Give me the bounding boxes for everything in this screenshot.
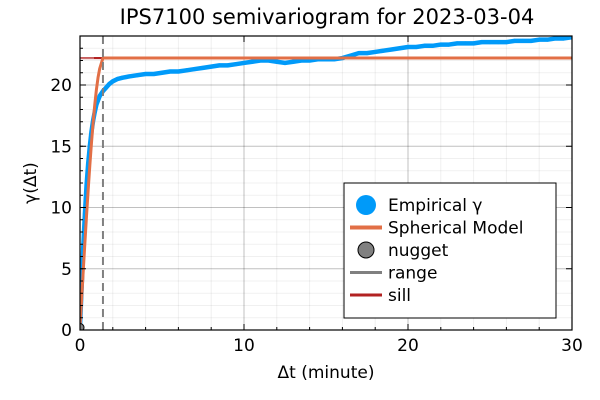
legend-entry: range	[350, 264, 437, 284]
empirical-point	[438, 42, 443, 47]
x-tick-label: 30	[561, 336, 583, 356]
legend-entry: Spherical Model	[350, 219, 523, 239]
empirical-point	[389, 47, 394, 52]
empirical-point	[110, 79, 115, 84]
empirical-point	[455, 41, 460, 46]
empirical-point	[406, 45, 410, 50]
empirical-point	[520, 38, 525, 43]
empirical-point	[537, 37, 542, 42]
empirical-point	[291, 59, 296, 64]
empirical-point	[488, 40, 492, 45]
empirical-point	[561, 36, 566, 41]
legend-entry: sill	[350, 286, 411, 306]
empirical-point	[414, 45, 419, 50]
legend-label: Empirical γ	[388, 196, 482, 216]
empirical-point	[283, 60, 287, 65]
empirical-point	[356, 51, 361, 56]
nugget-marker	[80, 323, 85, 330]
empirical-point	[107, 81, 112, 86]
y-tick-label: 5	[61, 260, 72, 280]
y-tick-label: 0	[61, 321, 72, 341]
legend-marker	[356, 195, 376, 215]
x-tick-label: 10	[233, 336, 255, 356]
empirical-point	[135, 73, 140, 78]
spherical-model-line	[80, 56, 572, 328]
empirical-point	[192, 67, 197, 72]
y-tick-label: 15	[50, 137, 72, 157]
legend-label: nugget	[388, 241, 449, 261]
empirical-point	[209, 64, 214, 69]
empirical-point	[143, 71, 148, 76]
empirical-point	[471, 41, 476, 46]
x-tick-label: 0	[75, 336, 86, 356]
empirical-point	[397, 46, 402, 51]
empirical-point	[184, 68, 189, 73]
empirical-point	[250, 59, 255, 64]
y-axis-label: γ(Δt)	[21, 162, 41, 204]
legend-marker	[357, 241, 375, 259]
empirical-point	[201, 65, 205, 70]
empirical-point	[115, 76, 120, 81]
empirical-point	[225, 63, 230, 68]
legend-label: Spherical Model	[388, 219, 523, 239]
empirical-point	[479, 40, 484, 45]
empirical-point	[545, 37, 550, 42]
legend-entry: nugget	[357, 241, 449, 261]
empirical-point	[274, 59, 279, 64]
empirical-point	[504, 40, 509, 45]
empirical-point	[373, 49, 378, 54]
y-tick-label: 20	[50, 76, 72, 96]
empirical-point	[104, 85, 109, 90]
empirical-point	[463, 41, 468, 46]
empirical-point	[553, 36, 558, 41]
empirical-point	[365, 51, 369, 56]
x-axis-label: Δt (minute)	[278, 363, 375, 383]
empirical-point	[447, 42, 451, 47]
empirical-point	[422, 43, 427, 48]
axis-ticks: 0 10 20 30 0 5 10 15 20	[50, 35, 583, 356]
empirical-point	[217, 63, 222, 68]
legend-label: range	[388, 264, 437, 284]
legend-entry: Empirical γ	[356, 195, 482, 216]
chart-title: IPS7100 semivariogram for 2023-03-04	[120, 5, 535, 29]
plot-series	[80, 36, 572, 330]
empirical-point	[160, 70, 164, 75]
empirical-point	[97, 94, 102, 99]
empirical-point	[242, 60, 246, 65]
y-tick-label: 10	[50, 199, 72, 219]
empirical-point	[151, 71, 156, 76]
empirical-point	[529, 38, 533, 43]
empirical-point	[430, 43, 435, 48]
empirical-point	[127, 74, 132, 79]
empirical-point	[512, 38, 517, 43]
empirical-point	[176, 69, 181, 74]
empirical-point	[120, 75, 125, 80]
x-tick-label: 20	[397, 336, 419, 356]
legend-label: sill	[388, 286, 411, 306]
empirical-point	[233, 62, 238, 67]
empirical-point	[496, 40, 501, 45]
empirical-point	[381, 48, 386, 53]
empirical-point	[168, 69, 173, 74]
